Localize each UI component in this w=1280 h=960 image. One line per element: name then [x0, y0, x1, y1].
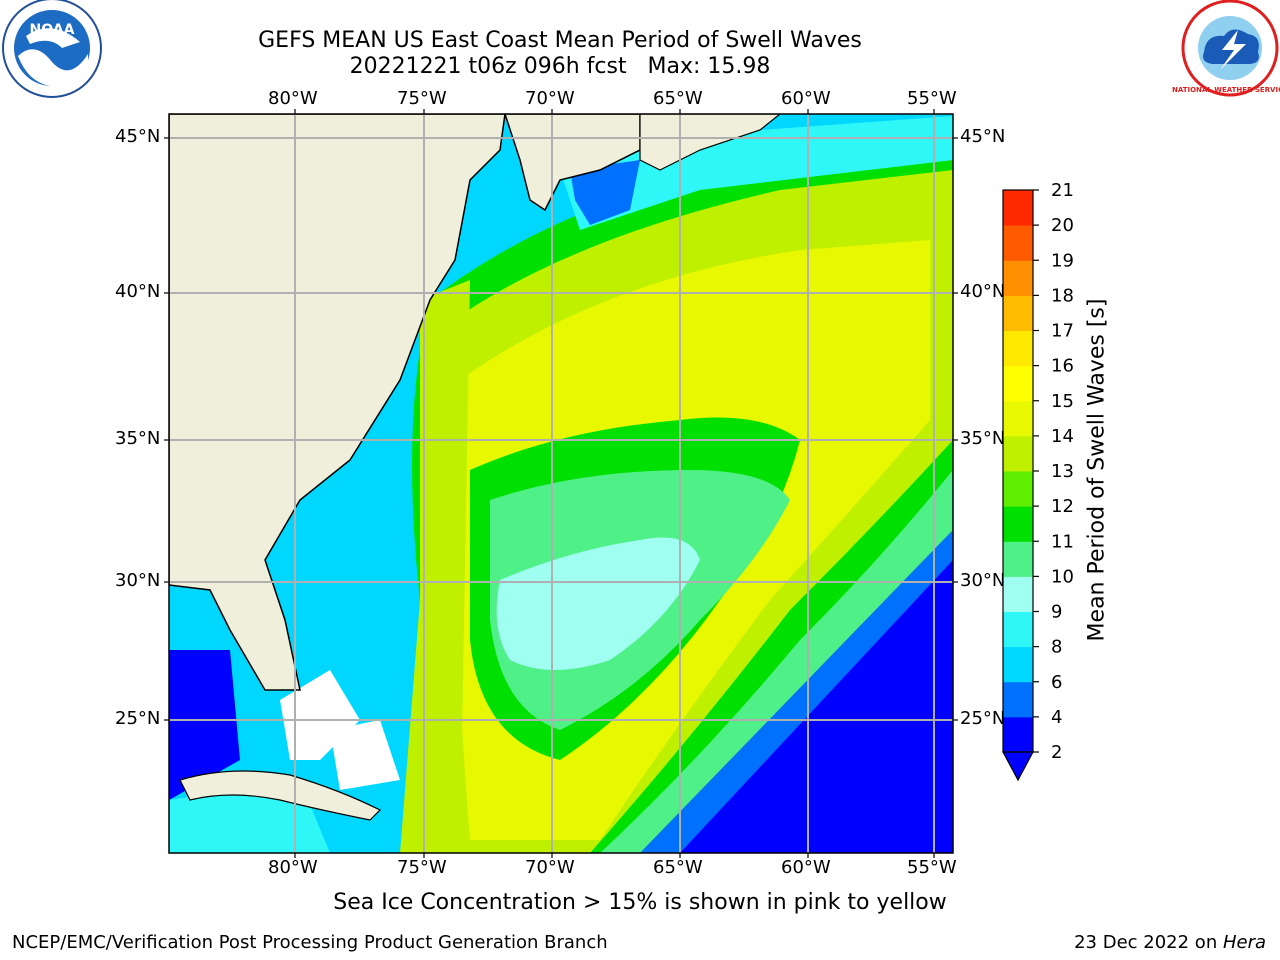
colorbar-tick-label: 11 — [1051, 531, 1074, 552]
colorbar: 2 4 6 8 9 10 11 12 13 14 15 16 17 18 19 20 21 — [1001, 180, 1074, 782]
colorbar-swatch — [1003, 435, 1033, 472]
colorbar-tick-label: 16 — [1051, 356, 1074, 377]
colorbar-swatch — [1003, 330, 1033, 367]
colorbar-tick-label: 12 — [1051, 496, 1074, 517]
lon-label-bottom-5: 55°W — [907, 857, 957, 878]
lon-label-bottom-4: 60°W — [781, 857, 831, 878]
colorbar-tick-label: 8 — [1051, 637, 1062, 658]
lat-label-left-3: 30°N — [115, 570, 161, 591]
colorbar-tick-label: 9 — [1051, 602, 1062, 623]
footer-right: 23 Dec 2022 on Hera — [1074, 932, 1266, 953]
noaa-logo-text: NOAA — [30, 22, 75, 38]
lon-label-top-3: 65°W — [653, 88, 703, 109]
colorbar-swatch — [1003, 541, 1033, 577]
lon-label-bottom-1: 75°W — [397, 857, 447, 878]
colorbar-swatch — [1003, 295, 1033, 331]
lat-label-right-2: 35°N — [960, 428, 1006, 449]
colorbar-swatch — [1003, 365, 1033, 402]
footer-left: NCEP/EMC/Verification Post Processing Pr… — [12, 932, 608, 953]
map-area — [169, 114, 953, 853]
lat-label-right-0: 45°N — [960, 126, 1006, 147]
colorbar-swatch — [1003, 681, 1033, 718]
colorbar-tick-label: 2 — [1051, 742, 1062, 763]
lat-label-right-1: 40°N — [960, 281, 1006, 302]
lat-label-right-3: 30°N — [960, 570, 1006, 591]
nws-logo: NATIONAL WEATHER SERVICE — [1172, 0, 1280, 97]
sea-ice-caption: Sea Ice Concentration > 15% is shown in … — [333, 890, 947, 915]
lat-label-left-2: 35°N — [115, 428, 161, 449]
noaa-logo: NOAA — [2, 0, 102, 98]
colorbar-extension — [1001, 751, 1035, 782]
map-frame — [168, 113, 954, 854]
colorbar-swatch — [1003, 646, 1033, 683]
colorbar-swatch — [1003, 506, 1033, 542]
lat-label-right-4: 25°N — [960, 708, 1006, 729]
lat-label-left-0: 45°N — [115, 126, 161, 147]
colorbar-tick-label: 19 — [1051, 250, 1074, 271]
lon-label-bottom-2: 70°W — [525, 857, 575, 878]
colorbar-tick-label: 17 — [1051, 321, 1074, 342]
colorbar-tick-label: 14 — [1051, 426, 1074, 447]
colorbar-title: Mean Period of Swell Waves [s] — [1084, 298, 1110, 642]
nws-logo-text: NATIONAL WEATHER SERVICE — [1172, 86, 1280, 94]
lat-label-left-1: 40°N — [115, 281, 161, 302]
colorbar-swatch — [1003, 400, 1033, 437]
chart-title: GEFS MEAN US East Coast Mean Period of S… — [258, 28, 862, 53]
colorbar-tick-label: 6 — [1051, 672, 1062, 693]
colorbar-swatch — [1003, 716, 1033, 753]
lon-label-top-2: 70°W — [525, 88, 575, 109]
colorbar-swatch — [1003, 611, 1033, 648]
footer-machine: Hera — [1222, 932, 1266, 953]
lon-label-top-1: 75°W — [397, 88, 447, 109]
lon-label-bottom-3: 65°W — [653, 857, 703, 878]
lon-label-top-0: 80°W — [268, 88, 318, 109]
graticule — [169, 114, 953, 853]
footer-date: 23 Dec 2022 on — [1074, 932, 1223, 953]
lon-label-bottom-0: 80°W — [268, 857, 318, 878]
colorbar-swatch — [1003, 225, 1033, 261]
colorbar-tick-label: 18 — [1051, 285, 1074, 306]
lon-label-top-4: 60°W — [781, 88, 831, 109]
colorbar-swatch — [1003, 576, 1033, 612]
colorbar-tick-label: 15 — [1051, 391, 1074, 412]
colorbar-tick-label: 13 — [1051, 461, 1074, 482]
colorbar-tick-label: 20 — [1051, 215, 1074, 236]
tick-marks — [164, 109, 958, 858]
lon-label-top-5: 55°W — [907, 88, 957, 109]
colorbar-swatch — [1003, 471, 1033, 507]
colorbar-tick-label: 10 — [1051, 566, 1074, 587]
swell-period-field — [169, 116, 953, 853]
colorbar-swatch — [1003, 260, 1033, 296]
colorbar-swatch — [1003, 190, 1033, 226]
colorbar-tick-label: 4 — [1051, 707, 1062, 728]
lat-label-left-4: 25°N — [115, 708, 161, 729]
colorbar-tick-label: 21 — [1051, 180, 1074, 201]
chart-subtitle: 20221221 t06z 096h fcst Max: 15.98 — [349, 54, 771, 79]
